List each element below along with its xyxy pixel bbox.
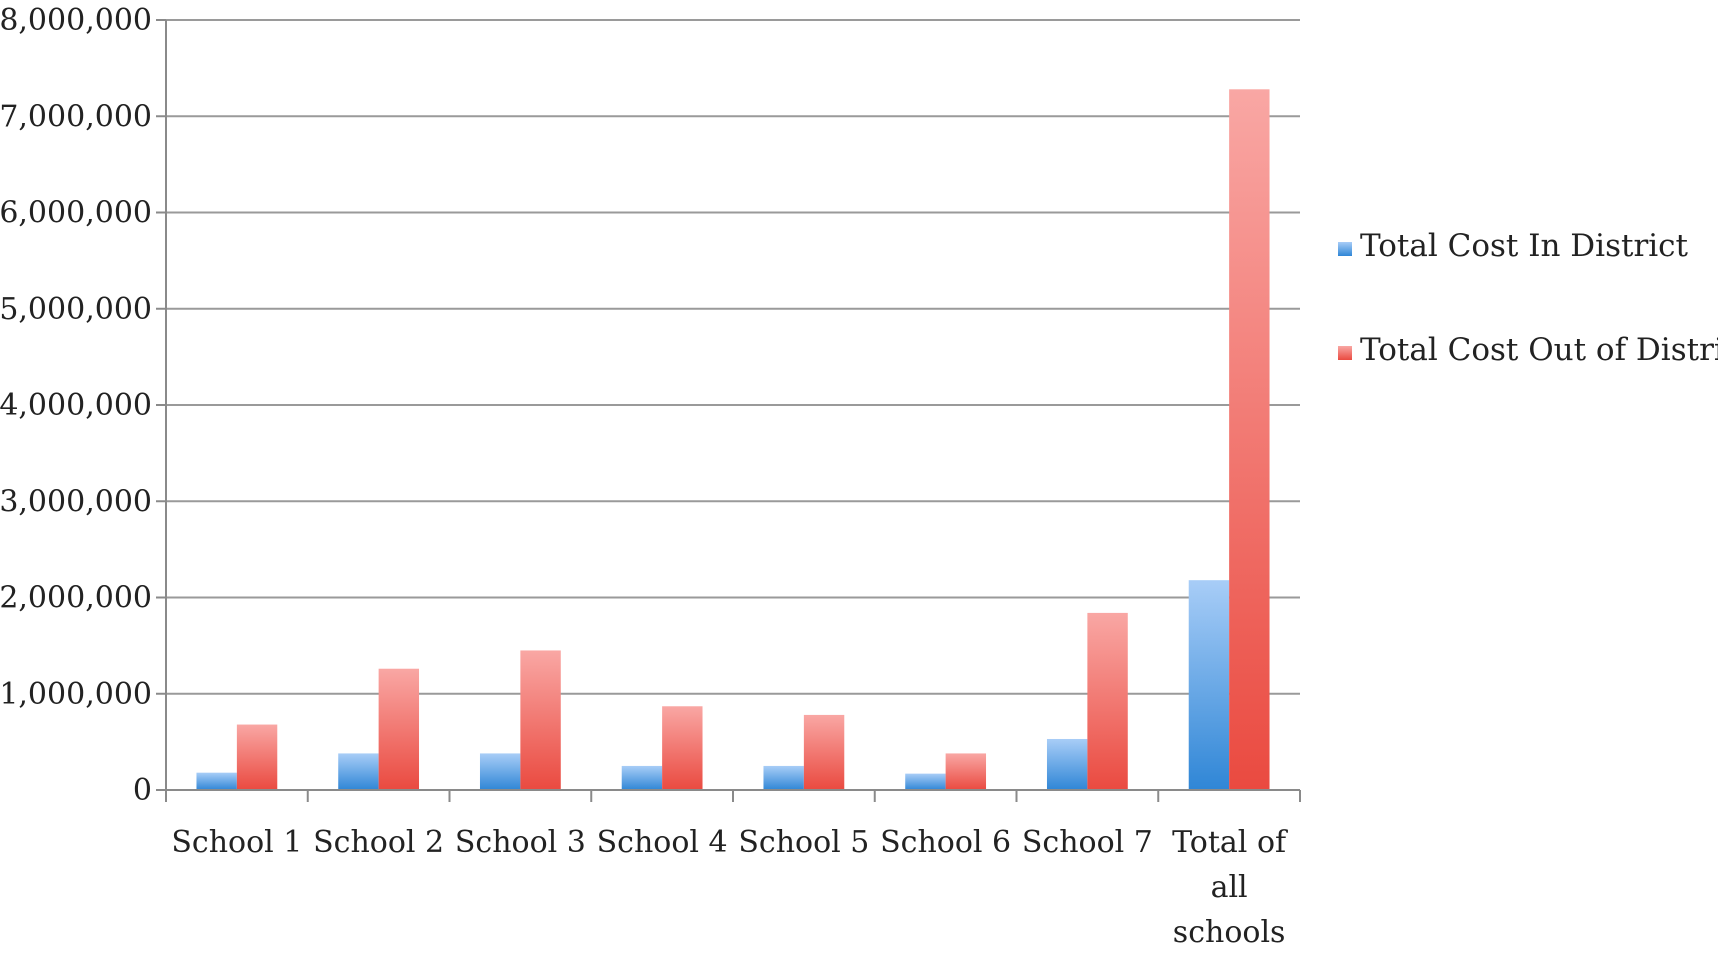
x-category-label: School 6 <box>880 825 1011 860</box>
bar-out-of-district <box>378 668 420 790</box>
bar-in-district <box>196 772 237 790</box>
x-category-labels: School 1 School 2 School 3 School 4 School 5… <box>171 825 1288 950</box>
legend: Total Cost In District Total Cost Out of … <box>1338 228 1718 368</box>
x-category-label: School 4 <box>597 825 728 860</box>
bar-in-district <box>905 773 946 790</box>
x-category-label: School 3 <box>455 825 586 860</box>
y-tick-label: 2,000,000 <box>0 581 152 616</box>
x-category-label: School 2 <box>313 825 444 860</box>
axes <box>156 19 1301 802</box>
bar-out-of-district <box>803 714 845 790</box>
y-tick-label: 3,000,000 <box>0 484 152 519</box>
bar-in-district <box>621 765 663 790</box>
bar-in-district <box>1046 738 1088 790</box>
gridlines <box>166 19 1300 695</box>
bar-out-of-district <box>1087 612 1128 790</box>
x-category-label: School 7 <box>1022 825 1153 860</box>
y-tick-label: 5,000,000 <box>0 292 152 327</box>
bars <box>196 89 1270 791</box>
bar-out-of-district <box>945 753 987 790</box>
bar-in-district <box>763 765 804 790</box>
bar-out-of-district <box>520 650 561 790</box>
legend-label: Total Cost Out of District <box>1360 332 1718 368</box>
y-tick-labels: 0 1,000,000 2,000,000 3,000,000 4,000,000 5,0… <box>0 3 152 808</box>
bar-in-district <box>338 753 379 790</box>
y-tick-label: 4,000,000 <box>0 388 152 423</box>
x-category-label: School 5 <box>738 825 869 860</box>
bar-out-of-district <box>236 724 278 790</box>
bar-in-district <box>479 753 521 790</box>
y-tick-label: 1,000,000 <box>0 677 152 712</box>
y-tick-label: 7,000,000 <box>0 99 152 134</box>
y-tick-label: 8,000,000 <box>0 3 152 38</box>
bar-out-of-district <box>1229 89 1270 791</box>
x-category-label: Total of all schools <box>1172 825 1288 950</box>
x-category-label: School 1 <box>171 825 302 860</box>
legend-label: Total Cost In District <box>1360 228 1689 264</box>
legend-swatch <box>1338 242 1352 256</box>
legend-swatch <box>1338 346 1352 360</box>
bar-out-of-district <box>662 706 703 790</box>
y-tick-label: 0 <box>133 773 152 808</box>
y-tick-label: 6,000,000 <box>0 196 152 231</box>
bar-in-district <box>1188 580 1230 790</box>
